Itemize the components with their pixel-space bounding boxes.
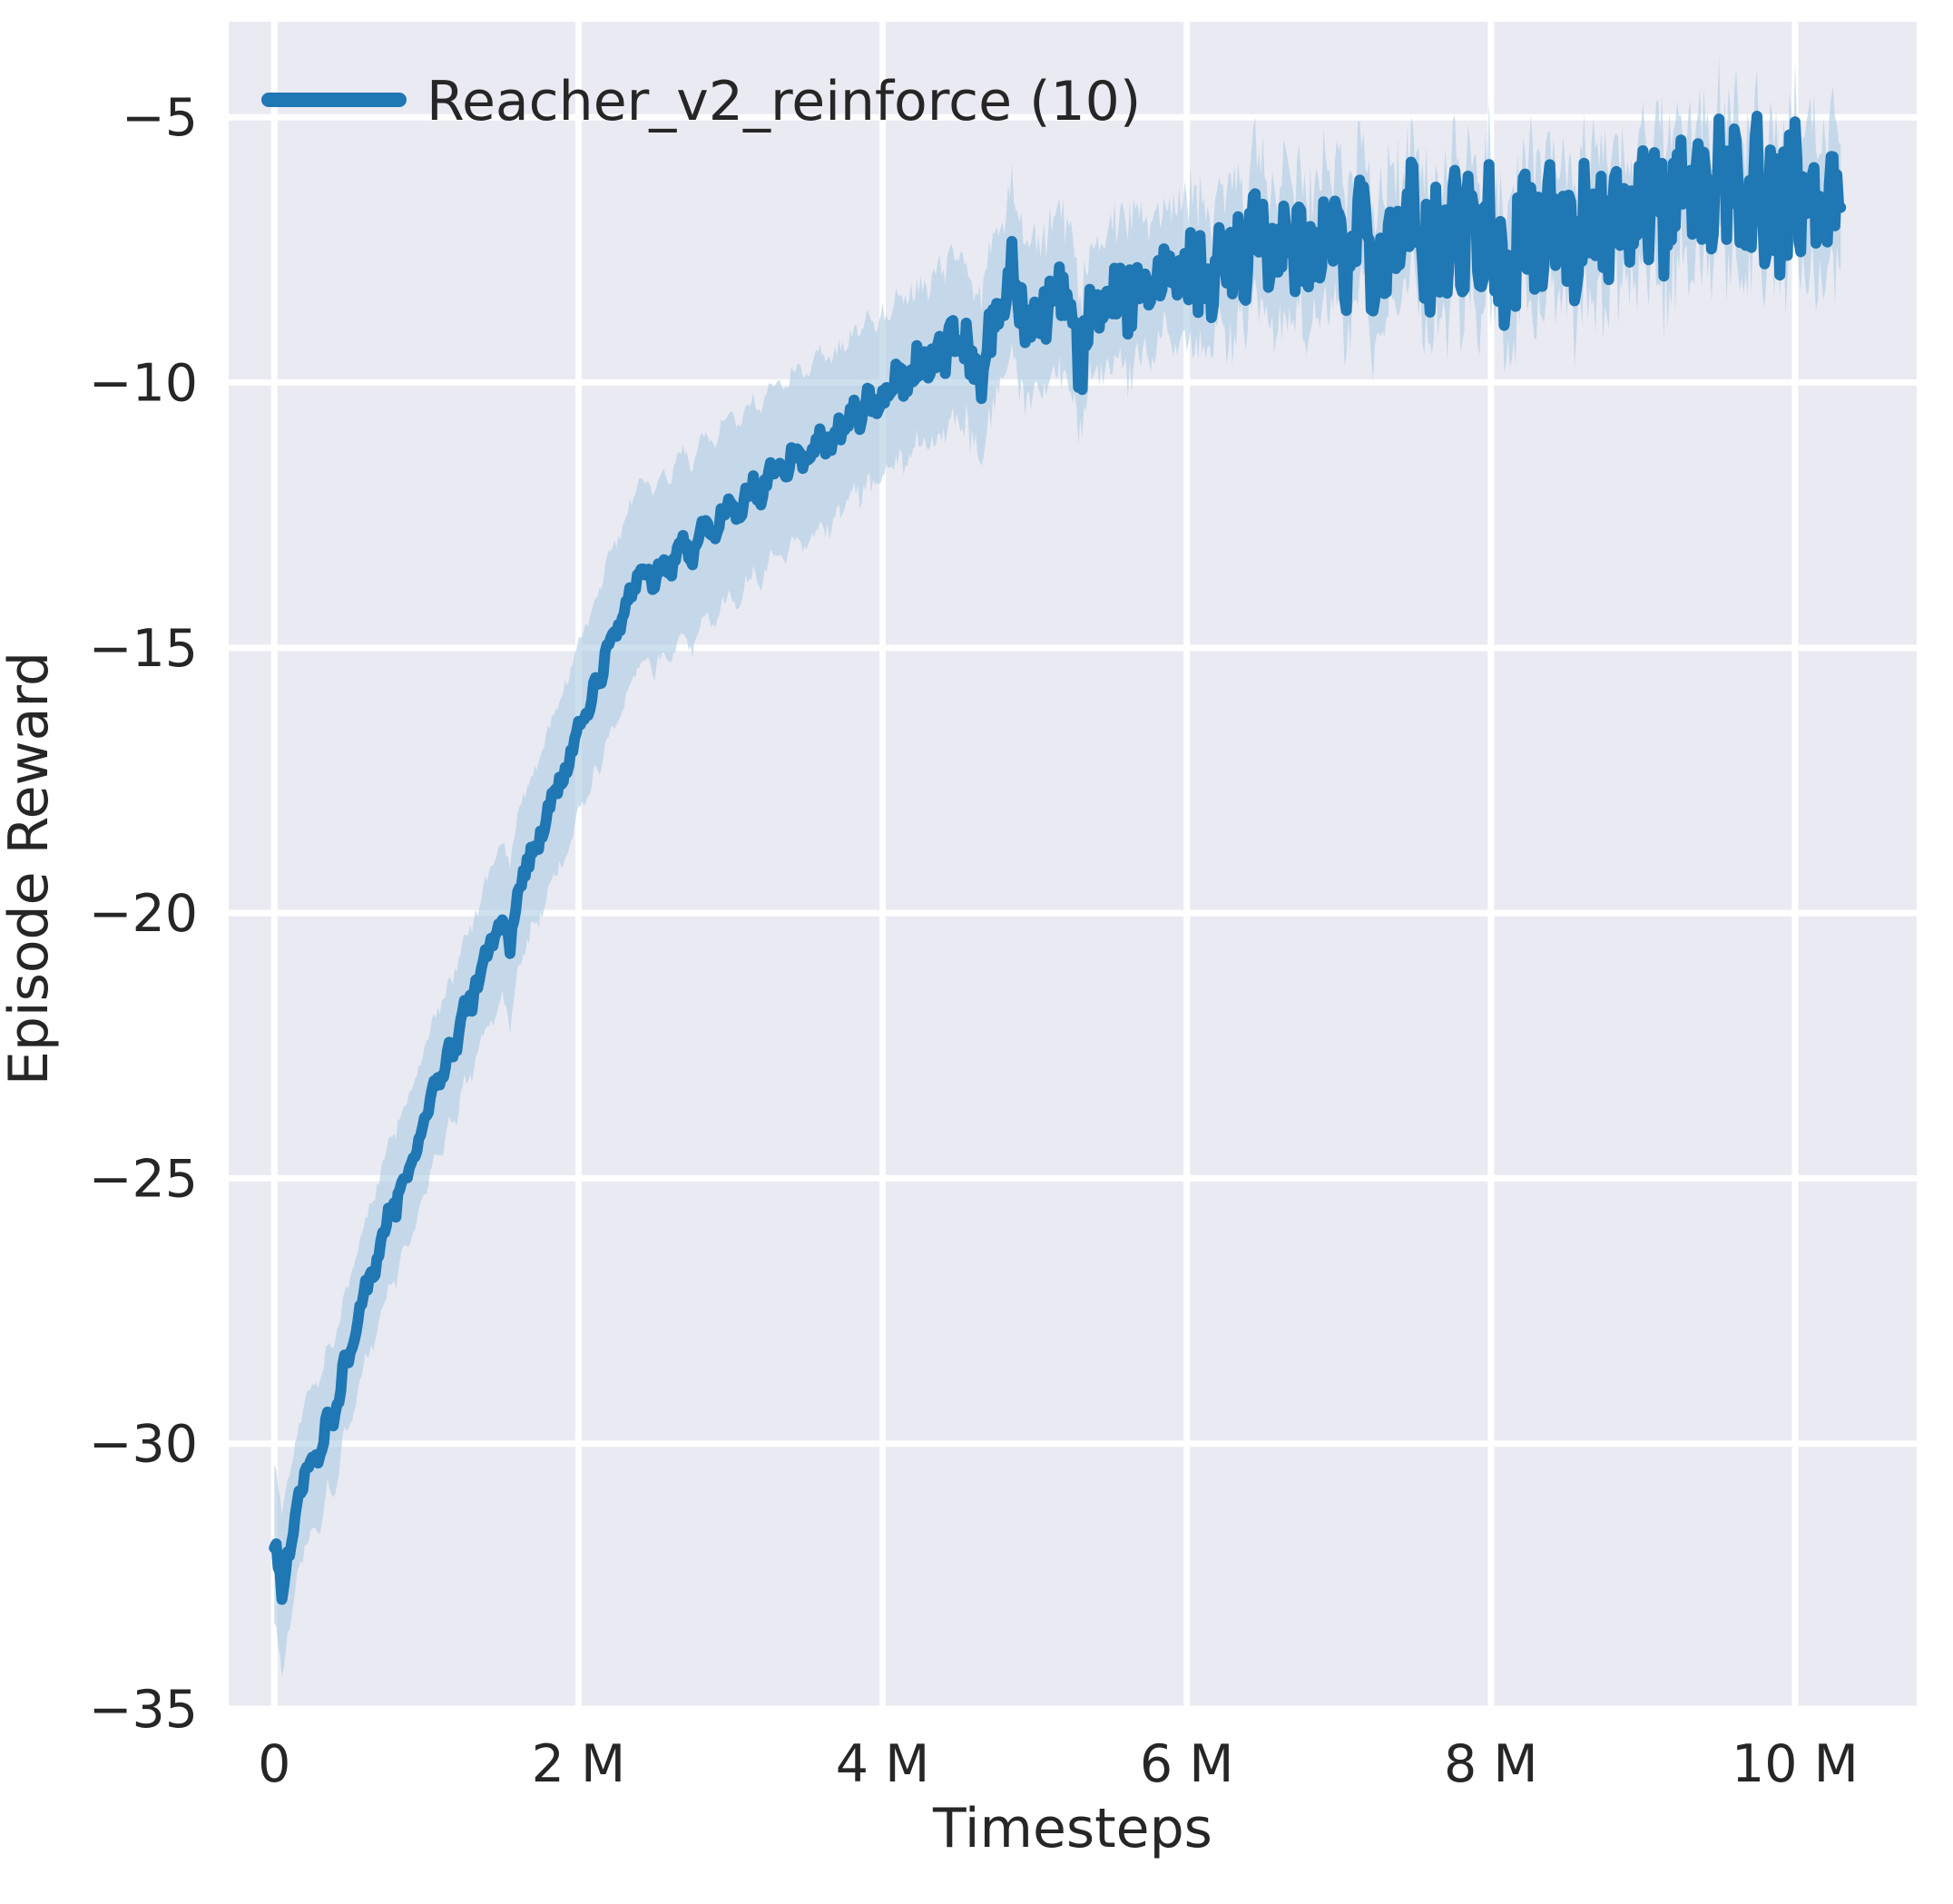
- y-tick-label-6: −35: [89, 1680, 198, 1740]
- series-line: [269, 111, 1847, 1605]
- legend-label-0: Reacher_v2_reinforce (10): [427, 70, 1141, 133]
- x-tick-label-2: 4 M: [836, 1734, 930, 1794]
- y-tick-label-4: −25: [89, 1149, 198, 1209]
- y-tick-label-2: −15: [89, 619, 198, 679]
- confidence-band: [274, 54, 1841, 1677]
- x-tick-label-4: 8 M: [1444, 1734, 1538, 1794]
- x-tick-label-0: 0: [258, 1734, 290, 1794]
- y-axis-title: Episode Reward: [0, 652, 61, 1085]
- y-tick-label-0: −5: [122, 88, 198, 148]
- x-tick-label-3: 6 M: [1140, 1734, 1234, 1794]
- x-axis-title: Timesteps: [932, 1797, 1212, 1860]
- legend[interactable]: Reacher_v2_reinforce (10): [261, 70, 1141, 133]
- x-tick-label-5: 10 M: [1732, 1734, 1859, 1794]
- x-tick-label-1: 2 M: [532, 1734, 626, 1794]
- y-tick-label-1: −10: [89, 354, 198, 414]
- grid-lines: [229, 22, 1917, 1713]
- y-tick-label-5: −30: [89, 1415, 198, 1475]
- y-tick-labels: −5 −10 −15 −20 −25 −30 −35: [89, 88, 198, 1740]
- y-tick-label-3: −20: [89, 884, 198, 944]
- x-tick-labels: 0 2 M 4 M 6 M 8 M 10 M: [258, 1734, 1859, 1794]
